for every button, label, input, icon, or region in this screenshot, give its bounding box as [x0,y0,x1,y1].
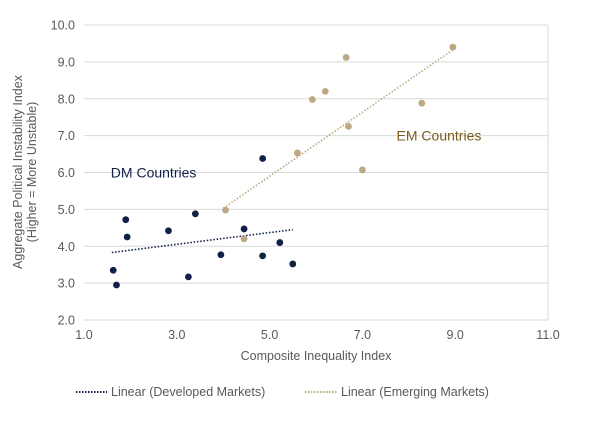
y-axis-title: Aggregate Political Instability Index [11,74,25,269]
trendlines [111,47,456,254]
y-tick-label: 3.0 [58,277,75,291]
dm-data-point [259,155,267,162]
dm-data-point [123,233,131,241]
legend-dm-label: Linear (Developed Markets) [111,385,265,399]
em-data-point [359,166,366,174]
y-tick-label: 2.0 [58,314,75,328]
data-points [109,43,457,289]
dm-data-point [122,216,130,224]
dm-data-point [217,251,225,259]
dm-data-point [165,227,172,235]
y-tick-label: 4.0 [58,240,75,254]
y-axis-title-group: Aggregate Political Instability Index (H… [11,74,39,269]
em-data-point [321,87,329,95]
y-tick-label: 10.0 [51,19,75,33]
x-tick-label: 9.0 [447,328,464,342]
y-tick-label: 9.0 [58,55,75,69]
em-data-point [308,96,316,103]
x-axis-title: Composite Inequality Index [241,349,393,363]
x-tick-label: 7.0 [354,328,371,342]
dm-data-point [259,252,267,260]
x-tick-label: 11.0 [536,328,559,342]
x-tick-label: 3.0 [168,328,185,342]
dm-data-point [113,281,120,289]
em-data-point [418,99,426,107]
y-tick-label: 5.0 [58,203,75,217]
em-data-point [240,235,248,243]
em-data-point [345,123,352,130]
y-tick-label: 6.0 [58,166,75,180]
y-tick-label: 7.0 [58,129,75,143]
y-axis-subtitle: (Higher = More Unstable) [25,102,39,243]
dm-data-point [289,260,297,268]
legend: Linear (Developed Markets) Linear (Emerg… [76,385,489,399]
em-annotation: EM Countries [397,128,482,144]
dm-data-point [109,266,117,274]
dm-data-point [191,210,199,218]
x-tick-label: 1.0 [75,328,92,342]
dm-annotation: DM Countries [111,165,197,181]
x-tick-label: 5.0 [261,328,278,342]
em-trendline [222,47,456,209]
em-data-point [449,43,457,51]
dm-trendline [111,228,293,254]
dm-data-point [185,273,192,281]
annotations: DM Countries EM Countries [111,128,482,181]
em-data-point [294,149,301,157]
y-tick-label: 8.0 [58,92,75,106]
legend-em-label: Linear (Emerging Markets) [341,385,489,399]
dm-data-point [276,239,284,246]
em-data-point [222,206,229,214]
em-data-point [342,54,350,61]
axes: 2.0 3.0 4.0 5.0 6.0 7.0 8.0 9.0 10.0 1.0 3.0 5.0 7.0… [51,19,560,343]
dm-data-point [240,225,248,233]
